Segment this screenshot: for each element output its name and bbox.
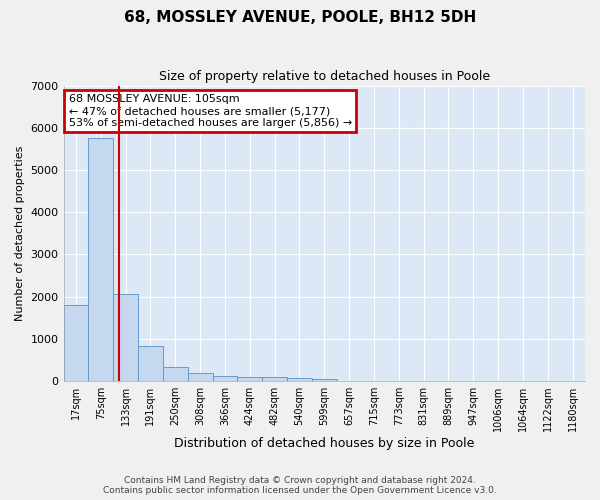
Bar (163, 366, 188, 381)
Bar (238, 376, 262, 381)
Bar (312, 378, 337, 381)
Bar (113, 294, 138, 381)
Bar (188, 374, 212, 381)
Bar (64, 305, 88, 381)
Bar (212, 376, 238, 381)
Text: Contains HM Land Registry data © Crown copyright and database right 2024.
Contai: Contains HM Land Registry data © Crown c… (103, 476, 497, 495)
Bar (287, 378, 312, 381)
Title: Size of property relative to detached houses in Poole: Size of property relative to detached ho… (159, 70, 490, 83)
Bar (88, 138, 113, 381)
Y-axis label: Number of detached properties: Number of detached properties (15, 146, 25, 321)
X-axis label: Distribution of detached houses by size in Poole: Distribution of detached houses by size … (174, 437, 475, 450)
Bar (262, 377, 287, 381)
Bar (138, 346, 163, 381)
Text: 68, MOSSLEY AVENUE, POOLE, BH12 5DH: 68, MOSSLEY AVENUE, POOLE, BH12 5DH (124, 10, 476, 25)
Text: 68 MOSSLEY AVENUE: 105sqm
← 47% of detached houses are smaller (5,177)
53% of se: 68 MOSSLEY AVENUE: 105sqm ← 47% of detac… (69, 94, 352, 128)
